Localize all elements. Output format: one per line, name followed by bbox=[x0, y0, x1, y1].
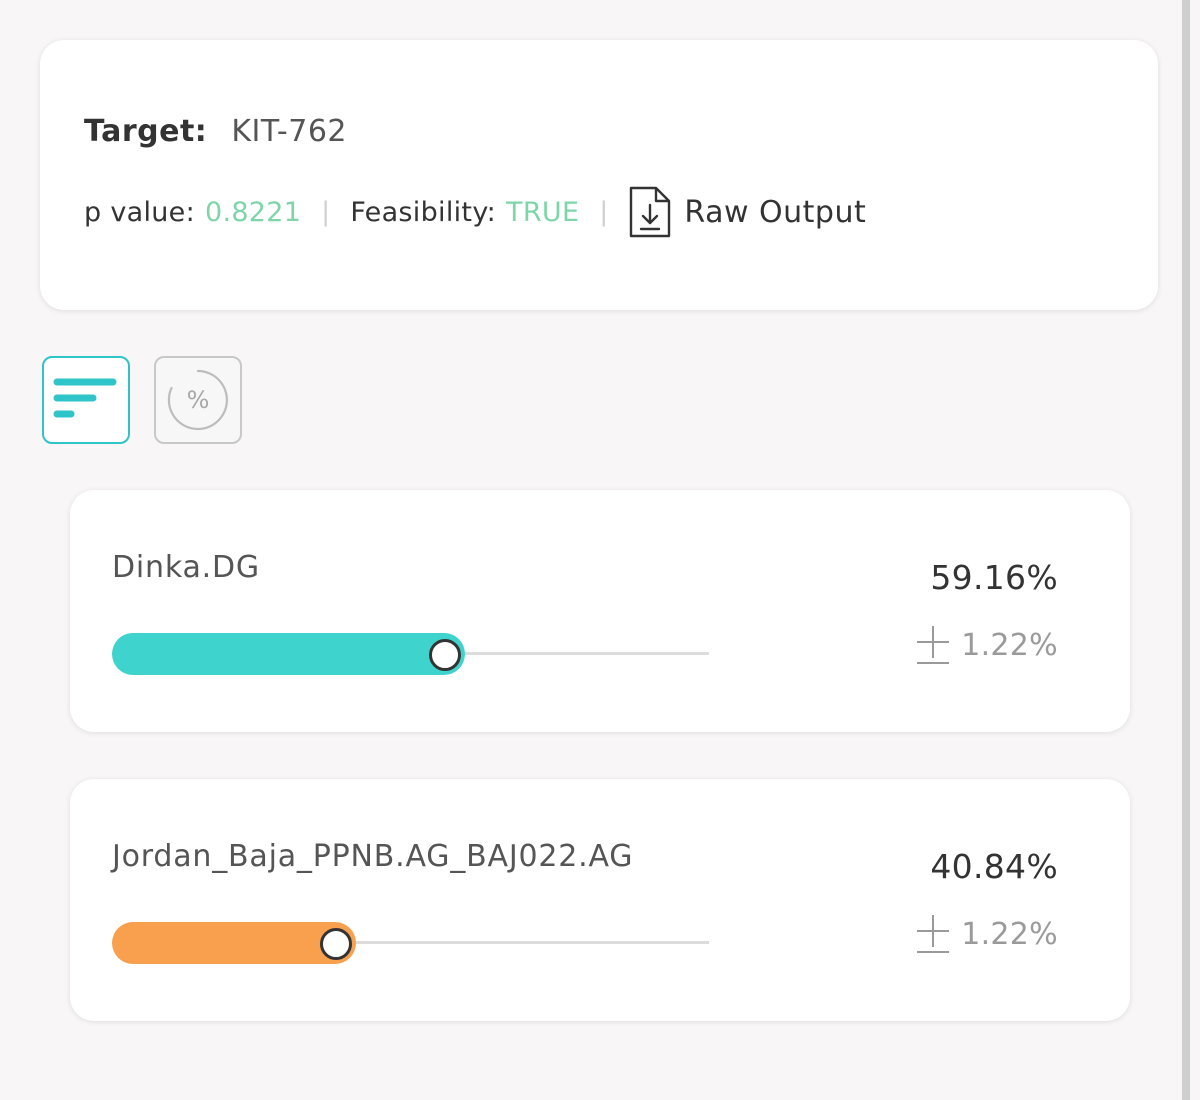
target-row: Target: KIT-762 bbox=[84, 114, 347, 149]
error-margin: 1.22% bbox=[917, 913, 1058, 955]
separator: | bbox=[599, 197, 609, 227]
result-card: Jordan_Baja_PPNB.AG_BAJ022.AG 40.84% 1.2… bbox=[70, 779, 1130, 1021]
ancestry-percent: 40.84% bbox=[930, 847, 1058, 886]
scrollbar-edge[interactable] bbox=[1182, 0, 1190, 1100]
percent-view-toggle-button[interactable]: % bbox=[154, 356, 242, 444]
target-value: KIT-762 bbox=[231, 114, 348, 149]
raw-output-link[interactable]: Raw Output bbox=[628, 185, 866, 239]
error-value: 1.22% bbox=[961, 916, 1058, 952]
separator: | bbox=[321, 197, 331, 227]
plus-minus-icon bbox=[917, 913, 950, 955]
bar-view-toggle-button[interactable] bbox=[42, 356, 130, 444]
population-name: Dinka.DG bbox=[112, 550, 260, 585]
feasibility-value: TRUE bbox=[506, 196, 580, 228]
slider-thumb[interactable] bbox=[319, 928, 352, 960]
summary-card: Target: KIT-762 p value: 0.8221 | Feasib… bbox=[40, 40, 1158, 310]
file-download-icon bbox=[628, 185, 672, 239]
raw-output-label: Raw Output bbox=[684, 194, 867, 230]
result-card: Dinka.DG 59.16% 1.22% bbox=[70, 490, 1130, 732]
slider-thumb[interactable] bbox=[429, 639, 462, 671]
target-label: Target: bbox=[84, 114, 208, 149]
p-value-label: p value: bbox=[84, 196, 195, 228]
feasibility-label: Feasibility: bbox=[350, 196, 497, 228]
percent-ring-icon: % bbox=[166, 368, 230, 432]
meta-row: p value: 0.8221 | Feasibility: TRUE | Ra… bbox=[84, 186, 866, 238]
ancestry-percent: 59.16% bbox=[930, 558, 1058, 597]
percent-symbol: % bbox=[186, 386, 210, 414]
error-value: 1.22% bbox=[961, 627, 1058, 663]
sort-bars-icon bbox=[53, 376, 119, 424]
p-value: 0.8221 bbox=[204, 196, 302, 228]
slider-fill bbox=[112, 922, 356, 964]
plus-minus-icon bbox=[917, 624, 950, 666]
population-name: Jordan_Baja_PPNB.AG_BAJ022.AG bbox=[112, 839, 634, 874]
slider-track bbox=[112, 941, 709, 944]
error-margin: 1.22% bbox=[917, 624, 1058, 666]
slider-fill bbox=[112, 633, 466, 675]
